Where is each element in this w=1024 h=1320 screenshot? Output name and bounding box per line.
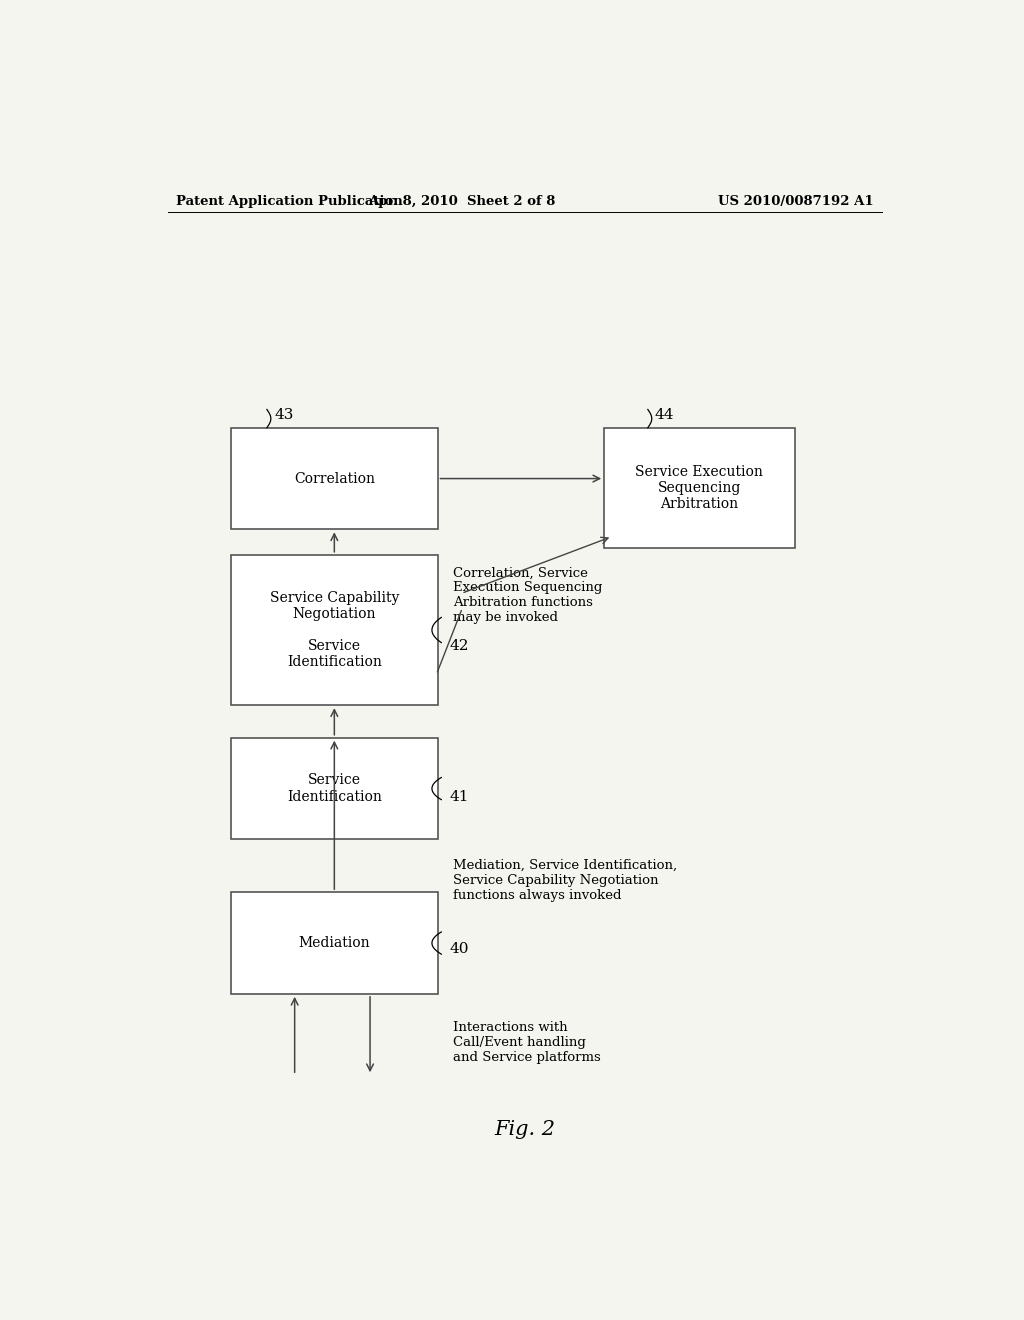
Text: 42: 42	[450, 639, 469, 653]
Bar	[231, 738, 437, 840]
Text: Mediation, Service Identification,
Service Capability Negotiation
functions alwa: Mediation, Service Identification, Servi…	[454, 858, 678, 902]
Text: Correlation, Service
Execution Sequencing
Arbitration functions
may be invoked: Correlation, Service Execution Sequencin…	[454, 566, 603, 624]
Bar	[231, 428, 437, 529]
Text: 44: 44	[654, 408, 674, 421]
Text: Apr. 8, 2010  Sheet 2 of 8: Apr. 8, 2010 Sheet 2 of 8	[368, 194, 555, 207]
Text: Service
Identification: Service Identification	[287, 774, 382, 804]
Text: US 2010/0087192 A1: US 2010/0087192 A1	[719, 194, 873, 207]
Text: 43: 43	[274, 408, 294, 421]
Text: Correlation: Correlation	[294, 471, 375, 486]
Text: Interactions with
Call/Event handling
and Service platforms: Interactions with Call/Event handling an…	[454, 1022, 601, 1064]
Text: Service Capability
Negotiation

Service
Identification: Service Capability Negotiation Service I…	[269, 590, 399, 669]
Text: Fig. 2: Fig. 2	[495, 1119, 555, 1139]
Bar	[231, 554, 437, 705]
Bar	[231, 892, 437, 994]
Text: Patent Application Publication: Patent Application Publication	[176, 194, 402, 207]
Bar	[604, 428, 795, 548]
Text: Service Execution
Sequencing
Arbitration: Service Execution Sequencing Arbitration	[636, 465, 763, 511]
Text: 40: 40	[450, 942, 469, 956]
Text: Mediation: Mediation	[299, 936, 370, 950]
Text: 41: 41	[450, 789, 469, 804]
